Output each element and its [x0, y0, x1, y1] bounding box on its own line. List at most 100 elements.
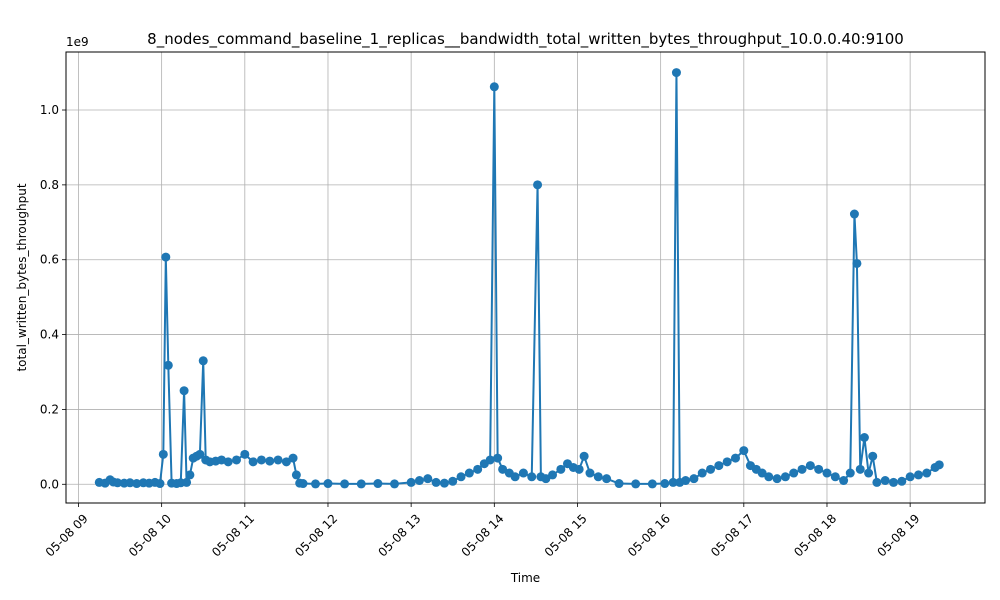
- data-point: [593, 472, 603, 482]
- data-point: [905, 472, 915, 482]
- y-tick-label: 1.0: [40, 103, 59, 117]
- data-point: [198, 356, 208, 366]
- data-point: [805, 461, 815, 471]
- data-point: [631, 479, 641, 489]
- data-point: [859, 433, 869, 443]
- data-point: [541, 474, 551, 484]
- data-point: [706, 464, 716, 474]
- data-point: [764, 472, 774, 482]
- data-point: [223, 457, 233, 467]
- chart-title: 8_nodes_command_baseline_1_replicas__ban…: [147, 30, 904, 49]
- data-point: [291, 470, 301, 480]
- data-point: [830, 472, 840, 482]
- data-point: [660, 479, 670, 489]
- data-point: [689, 474, 699, 484]
- data-point: [579, 451, 589, 461]
- data-point: [772, 474, 782, 484]
- data-point: [423, 474, 433, 484]
- data-point: [839, 476, 849, 486]
- data-point: [464, 468, 474, 478]
- plot-frame: [65, 51, 986, 504]
- x-axis-label: Time: [510, 571, 540, 585]
- data-point: [780, 472, 790, 482]
- data-point: [889, 477, 899, 487]
- data-point: [125, 478, 135, 488]
- data-point: [897, 476, 907, 486]
- data-point: [448, 476, 458, 486]
- y-tick-label: 0.2: [40, 402, 59, 416]
- data-point: [822, 468, 832, 478]
- data-point: [739, 446, 749, 456]
- data-point: [298, 479, 308, 489]
- y-axis-label: total_written_bytes_throughput: [15, 183, 29, 371]
- data-point: [473, 464, 483, 474]
- data-point: [439, 478, 449, 488]
- data-point: [722, 457, 732, 467]
- data-point: [510, 472, 520, 482]
- data-point: [922, 468, 932, 478]
- data-point: [681, 476, 691, 486]
- data-point: [574, 464, 584, 474]
- y-tick-label: 0.0: [40, 477, 59, 491]
- data-point: [868, 451, 878, 461]
- data-point: [281, 457, 291, 467]
- data-point: [602, 474, 612, 484]
- data-point: [113, 478, 123, 488]
- data-point: [414, 476, 424, 486]
- data-point: [647, 479, 657, 489]
- data-point: [548, 470, 558, 480]
- data-point: [814, 464, 824, 474]
- data-point: [161, 252, 171, 262]
- data-point: [288, 453, 298, 463]
- data-point: [256, 455, 266, 465]
- data-point: [757, 468, 767, 478]
- data-point: [240, 449, 250, 459]
- data-point: [311, 479, 321, 489]
- data-point: [485, 455, 495, 465]
- data-point: [527, 472, 537, 482]
- data-point: [852, 258, 862, 268]
- data-point: [585, 468, 595, 478]
- data-point: [518, 468, 528, 478]
- data-point: [456, 472, 466, 482]
- data-point: [789, 468, 799, 478]
- data-point: [489, 82, 499, 92]
- data-point: [406, 477, 416, 487]
- data-point: [913, 470, 923, 480]
- data-point: [273, 455, 283, 465]
- data-point: [248, 457, 258, 467]
- data-point: [340, 479, 350, 489]
- data-point: [797, 464, 807, 474]
- data-point: [182, 477, 192, 487]
- data-point: [864, 468, 874, 478]
- data-point: [431, 477, 441, 487]
- data-point: [880, 476, 890, 486]
- y-tick-label: 0.8: [40, 178, 59, 192]
- data-point: [697, 468, 707, 478]
- data-point: [556, 464, 566, 474]
- data-point: [195, 449, 205, 459]
- y-axis: 0.0 0.2 0.4 0.6 0.8 1.0: [40, 103, 66, 491]
- data-point: [390, 479, 400, 489]
- data-point: [845, 468, 855, 478]
- data-point: [671, 68, 681, 78]
- data-point: [323, 479, 333, 489]
- y-tick-label: 0.6: [40, 253, 59, 267]
- data-point: [934, 460, 944, 470]
- y-offset-label: 1e9: [66, 35, 89, 49]
- data-point: [373, 479, 383, 489]
- data-point: [265, 456, 275, 466]
- data-point: [132, 479, 142, 489]
- data-point: [158, 449, 168, 459]
- series-written-bytes: [94, 68, 944, 489]
- data-point: [668, 477, 678, 487]
- data-point: [714, 461, 724, 471]
- data-point: [533, 180, 543, 190]
- data-point: [614, 479, 624, 489]
- y-tick-label: 0.4: [40, 328, 59, 342]
- data-point: [730, 453, 740, 463]
- data-point: [231, 455, 241, 465]
- data-point: [179, 386, 189, 396]
